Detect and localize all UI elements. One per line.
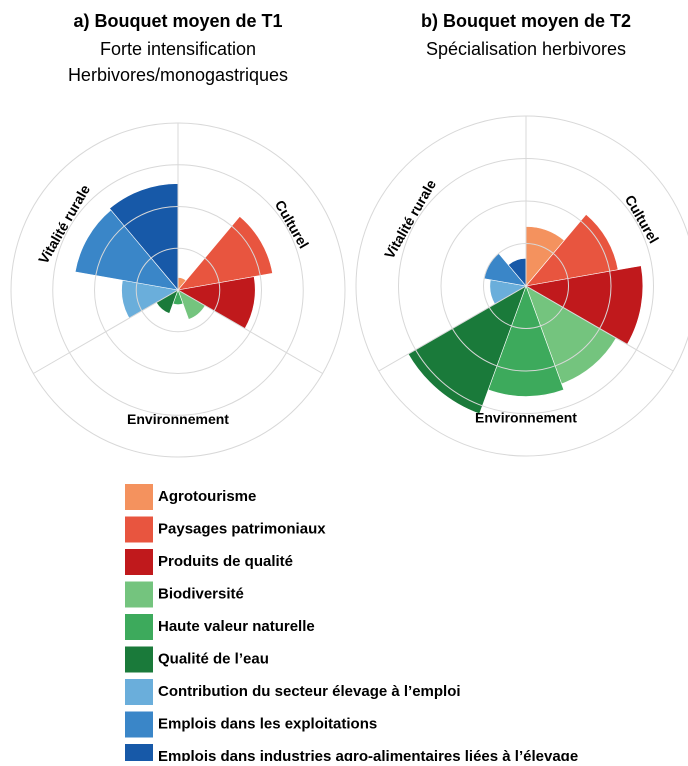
chart-title: b) Bouquet moyen de T2 xyxy=(421,11,631,31)
group-label: Vitalité rurale xyxy=(381,177,439,262)
legend-swatch xyxy=(125,679,153,705)
legend-swatch xyxy=(125,581,153,608)
legend-swatch xyxy=(125,711,153,738)
legend-swatch xyxy=(125,549,153,575)
legend-swatch xyxy=(125,614,153,640)
legend-swatch xyxy=(125,484,153,510)
polar-bar xyxy=(525,213,619,287)
group-label: Culturel xyxy=(622,192,662,246)
legend-label: Biodiversité xyxy=(158,585,244,602)
polar-bar xyxy=(407,285,527,415)
polar-bar xyxy=(525,265,644,345)
group-label: Environnement xyxy=(475,409,577,425)
legend-label: Qualité de l’eau xyxy=(158,650,269,667)
polar-bar xyxy=(177,216,273,291)
legend-swatch xyxy=(125,744,153,766)
chart-title: a) Bouquet moyen de T1 xyxy=(73,11,282,31)
legend-label: Paysages patrimoniaux xyxy=(158,520,326,537)
legend-swatch xyxy=(125,646,153,673)
legend-label: Haute valeur naturelle xyxy=(158,618,315,635)
polar-bar xyxy=(109,183,179,291)
legend-swatch xyxy=(125,516,153,543)
legend-label: Produits de qualité xyxy=(158,553,293,570)
group-divider xyxy=(525,285,674,372)
group-divider xyxy=(378,285,527,372)
polar-bar xyxy=(74,209,179,291)
group-label: Culturel xyxy=(272,197,312,251)
chart-subtitle: Herbivores/monogastriques xyxy=(68,65,288,85)
legend-label: Emplois dans les exploitations xyxy=(158,715,377,732)
chart-subtitle: Spécialisation herbivores xyxy=(426,39,626,59)
group-divider xyxy=(177,289,323,374)
legend-label: Emplois dans industries agro-alimentaire… xyxy=(158,748,578,761)
group-divider xyxy=(33,289,179,374)
group-label: Environnement xyxy=(127,411,229,427)
legend-label: Contribution du secteur élevage à l’empl… xyxy=(158,683,461,700)
polar-bar xyxy=(525,285,617,385)
legend-label: Agrotourisme xyxy=(158,488,256,505)
chart-subtitle: Forte intensification xyxy=(100,39,256,59)
